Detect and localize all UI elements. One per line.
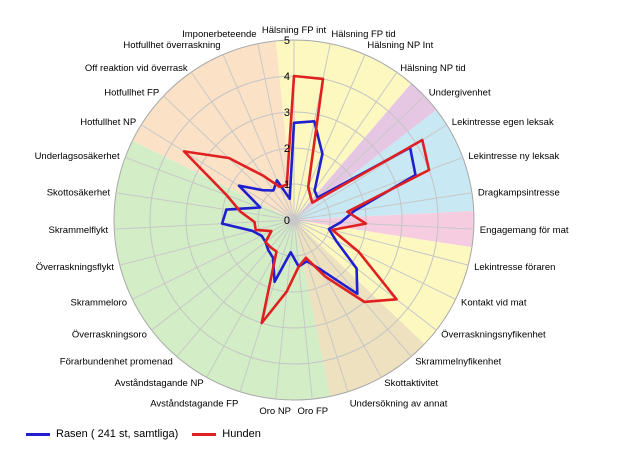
- legend-item-hunden: Hunden: [192, 428, 261, 440]
- category-label: Hälsning FP tid: [331, 29, 395, 40]
- grid-spoke: [293, 219, 437, 331]
- category-label: Imponerbeteende: [182, 29, 256, 40]
- category-label: Hotfullhet FP: [104, 87, 159, 98]
- grid-spoke: [293, 219, 382, 378]
- series-line-1: [220, 120, 417, 296]
- grid-spoke: [293, 219, 412, 357]
- category-label: Skrammelnyfikenhet: [415, 357, 501, 368]
- category-label: Lekintresse egen leksak: [452, 117, 554, 128]
- category-label: Avståndstagande NP: [115, 378, 204, 389]
- category-label: Hälsning NP tid: [400, 63, 465, 74]
- tick-label: 5: [284, 35, 290, 47]
- series-line-2: [182, 74, 431, 325]
- category-label: Hälsning FP int: [262, 25, 327, 36]
- grid-spoke: [206, 219, 295, 378]
- grid-spoke: [293, 157, 463, 221]
- legend-label-rasen: Rasen ( 241 st, samtliga): [56, 428, 179, 440]
- grid-spoke: [293, 219, 349, 392]
- legend-swatch-hunden: [192, 432, 217, 436]
- grid-spoke: [293, 219, 474, 230]
- series-lines: [182, 74, 431, 325]
- category-label: Hotfullhet NP: [80, 117, 136, 128]
- legend: Rasen ( 241 st, samtliga) Hunden: [26, 428, 275, 440]
- grid-spoke: [293, 54, 366, 221]
- grid-spoke: [132, 219, 295, 300]
- category-label: Skottaktivitet: [384, 378, 438, 389]
- category-label: Oro FP: [297, 406, 328, 417]
- category-label: Förarbundenhet promenad: [60, 357, 173, 368]
- grid-spoke: [190, 71, 295, 221]
- legend-swatch-rasen: [26, 432, 50, 436]
- category-label: Lekintresse föraren: [474, 262, 555, 273]
- radial-tick-labels: 0 1 2 3 4 5: [284, 35, 290, 227]
- grid-spoke: [239, 219, 295, 392]
- category-label: Hälsning NP Int: [367, 40, 433, 51]
- category-label: Hotfullhet överraskning: [123, 40, 220, 51]
- category-label: Dragkampsintresse: [478, 187, 560, 198]
- tick-label: 0: [284, 215, 290, 227]
- sector-background: [294, 210, 475, 248]
- grid-spoke: [275, 219, 295, 400]
- grid-spoke: [293, 219, 313, 400]
- category-label: Undergivenhet: [429, 87, 491, 98]
- category-label: Skottosäkerhet: [47, 187, 111, 198]
- category-label: Överraskningsflykt: [36, 262, 114, 273]
- category-label: Lekintresse ny leksak: [468, 151, 559, 162]
- grid-spoke: [151, 219, 295, 331]
- grid-spoke: [293, 43, 331, 221]
- category-label: Off reaktion vid överrask: [85, 63, 188, 74]
- legend-label-hunden: Hunden: [222, 428, 261, 440]
- grid-spoke: [257, 43, 295, 221]
- tick-label: 1: [284, 179, 290, 191]
- category-label: Överraskningsoro: [72, 329, 147, 340]
- tick-label: 3: [284, 107, 290, 119]
- category-label: Underlagsosäkerhet: [35, 151, 120, 162]
- grid-spoke: [114, 219, 295, 230]
- category-label: Avståndstagande FP: [150, 399, 238, 410]
- grid-spoke: [140, 124, 295, 221]
- sector-background: [114, 140, 331, 400]
- category-label: Undersökning av annat: [350, 399, 448, 410]
- category-label: Oro NP: [259, 406, 291, 417]
- grid-spoke: [119, 219, 295, 266]
- grid-spoke: [125, 157, 295, 221]
- category-label: Skrammelflykt: [49, 225, 109, 236]
- sector-background: [132, 40, 294, 220]
- category-label: Engagemang för mat: [480, 225, 569, 236]
- grid-spoke: [293, 219, 469, 266]
- grid-spoke: [293, 192, 472, 221]
- sector-background: [294, 220, 425, 397]
- tick-label: 4: [284, 71, 290, 83]
- tick-label: 2: [284, 143, 290, 155]
- category-label: Överraskningsnyfikenhet: [441, 329, 546, 340]
- grid-spoke: [222, 54, 295, 221]
- category-label: Kontakt vid mat: [461, 297, 527, 308]
- category-label: Skrammeloro: [71, 297, 128, 308]
- grid-spoke: [176, 219, 295, 357]
- grid-spoke: [115, 192, 295, 221]
- grid-spoke: [293, 219, 456, 300]
- legend-item-rasen: Rasen ( 241 st, samtliga): [26, 428, 178, 440]
